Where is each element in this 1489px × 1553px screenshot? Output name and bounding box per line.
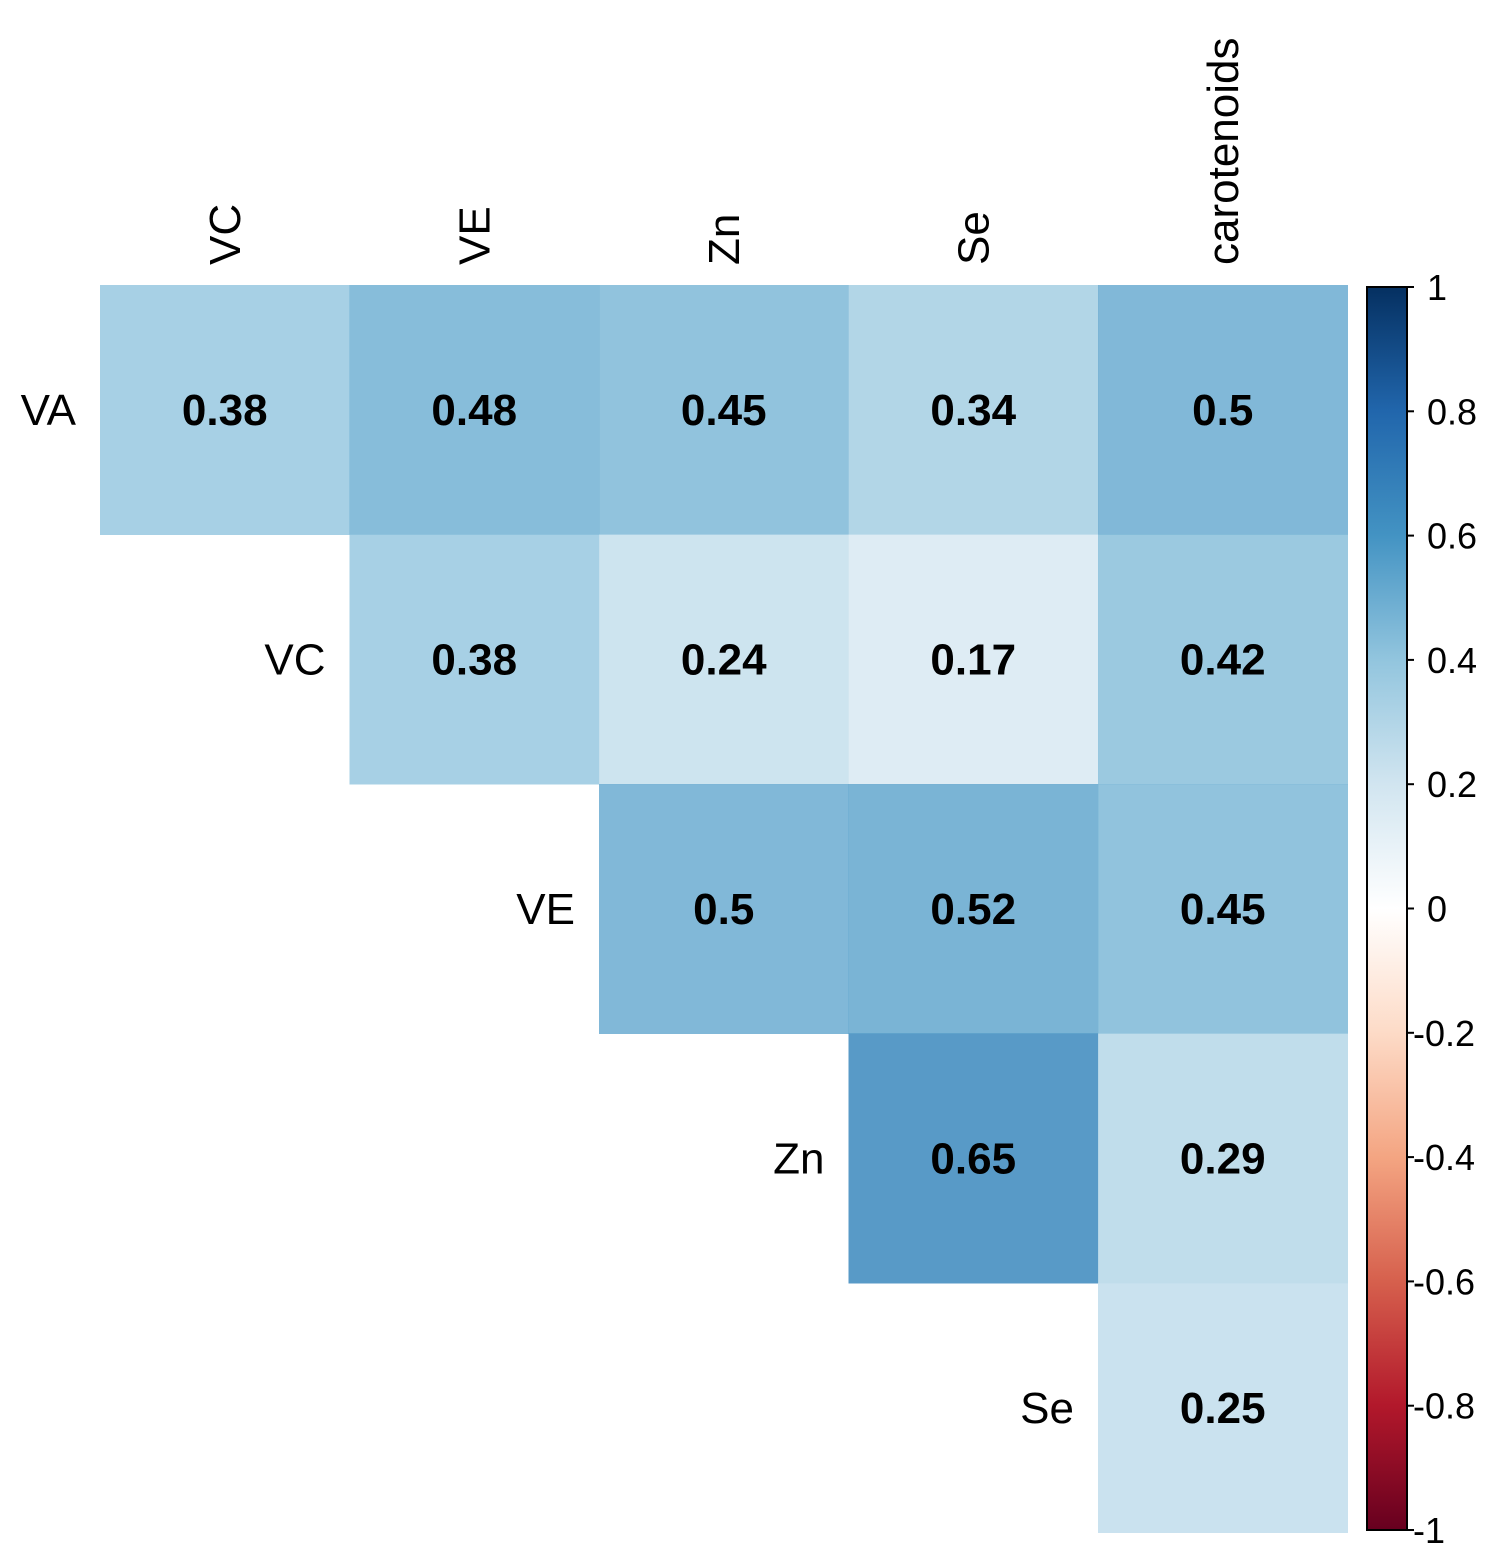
heatmap-cell-VC-Se: 0.17 xyxy=(848,534,1099,785)
heatmap-cell-VC-carotenoids: 0.42 xyxy=(1098,534,1348,785)
cell-value-label: 0.17 xyxy=(930,635,1016,684)
row-label-VA: VA xyxy=(21,386,77,435)
cell-rect xyxy=(848,285,1099,535)
heatmap-cell-VA-Zn: 0.45 xyxy=(599,285,849,535)
cell-value-label: 0.42 xyxy=(1180,635,1266,684)
cell-rect xyxy=(100,285,350,535)
colorbar-tick-label: -0.4 xyxy=(1413,1137,1475,1178)
cell-rect xyxy=(599,534,849,785)
cell-rect xyxy=(599,784,849,1034)
cell-value-label: 0.38 xyxy=(182,386,268,435)
cell-rect xyxy=(349,285,600,535)
heatmap-cell-VE-Zn: 0.5 xyxy=(599,784,849,1034)
colorbar-tick-label: 0.8 xyxy=(1427,391,1477,432)
heatmap-cell-VA-carotenoids: 0.5 xyxy=(1098,285,1348,535)
colorbar-tick-label: 0.2 xyxy=(1427,764,1477,805)
cell-value-label: 0.29 xyxy=(1180,1134,1266,1183)
heatmap-cell-Zn-carotenoids: 0.29 xyxy=(1098,1033,1348,1284)
heatmap-cell-VE-Se: 0.52 xyxy=(848,784,1099,1034)
cell-rect xyxy=(1098,285,1348,535)
row-label-Se: Se xyxy=(1020,1384,1074,1433)
colorbar-tick-label: 0.4 xyxy=(1427,640,1477,681)
colorbar-tick-label: -0.8 xyxy=(1413,1386,1475,1427)
cell-rect xyxy=(1098,784,1348,1034)
cell-value-label: 0.45 xyxy=(1180,885,1266,934)
column-label-Zn: Zn xyxy=(700,214,749,265)
cell-value-label: 0.5 xyxy=(693,885,754,934)
colorbar-tick-label: -1 xyxy=(1413,1510,1445,1551)
heatmap-cells: 0.38 0.48 0.45 0.34 0.5 0.38 0.24 0.17 0.42 0.5 0.… xyxy=(100,285,1348,1533)
column-label-VE: VE xyxy=(450,206,499,265)
colorbar-gradient xyxy=(1366,286,1408,1531)
colorbar-tick-label: -0.2 xyxy=(1413,1013,1475,1054)
cell-value-label: 0.45 xyxy=(681,386,767,435)
heatmap-cell-VC-Zn: 0.24 xyxy=(599,534,849,785)
cell-value-label: 0.25 xyxy=(1180,1384,1266,1433)
cell-value-label: 0.48 xyxy=(431,386,517,435)
cell-rect xyxy=(599,285,849,535)
column-labels: VC VE Zn Se carotenoids xyxy=(201,38,1248,265)
cell-value-label: 0.34 xyxy=(930,386,1016,435)
colorbar-tick-label: -0.6 xyxy=(1413,1261,1475,1302)
cell-rect xyxy=(1098,534,1348,785)
cell-value-label: 0.65 xyxy=(930,1134,1016,1183)
row-labels: VA VC VE Zn Se xyxy=(21,386,1074,1433)
heatmap-cell-VA-VC: 0.38 xyxy=(100,285,350,535)
cell-value-label: 0.52 xyxy=(930,885,1016,934)
cell-rect xyxy=(848,784,1099,1034)
cell-rect xyxy=(848,534,1099,785)
colorbar-legend: 1 0.8 0.6 0.4 0.2 0 -0.2 -0.4 -0.6 -0.8 -1 xyxy=(1366,267,1477,1551)
cell-rect xyxy=(848,1033,1099,1284)
colorbar-tick-label: 1 xyxy=(1427,267,1447,308)
cell-value-label: 0.38 xyxy=(431,635,517,684)
cell-rect xyxy=(1098,1033,1348,1284)
row-label-VE: VE xyxy=(516,885,575,934)
cell-rect xyxy=(1098,1283,1348,1533)
heatmap-cell-VC-VE: 0.38 xyxy=(349,534,600,785)
column-label-carotenoids: carotenoids xyxy=(1199,38,1248,265)
heatmap-cell-VA-Se: 0.34 xyxy=(848,285,1099,535)
heatmap-cell-Zn-Se: 0.65 xyxy=(848,1033,1099,1284)
colorbar-tick-label: 0.6 xyxy=(1427,516,1477,557)
cell-value-label: 0.24 xyxy=(681,635,767,684)
cell-value-label: 0.5 xyxy=(1192,386,1253,435)
row-label-Zn: Zn xyxy=(773,1134,824,1183)
colorbar-tick-label: 0 xyxy=(1427,889,1447,930)
row-label-VC: VC xyxy=(264,635,325,684)
column-label-VC: VC xyxy=(201,204,250,265)
heatmap-cell-VE-carotenoids: 0.45 xyxy=(1098,784,1348,1034)
heatmap-cell-Se-carotenoids: 0.25 xyxy=(1098,1283,1348,1533)
column-label-Se: Se xyxy=(949,211,998,265)
cell-rect xyxy=(349,534,600,785)
heatmap-cell-VA-VE: 0.48 xyxy=(349,285,600,535)
